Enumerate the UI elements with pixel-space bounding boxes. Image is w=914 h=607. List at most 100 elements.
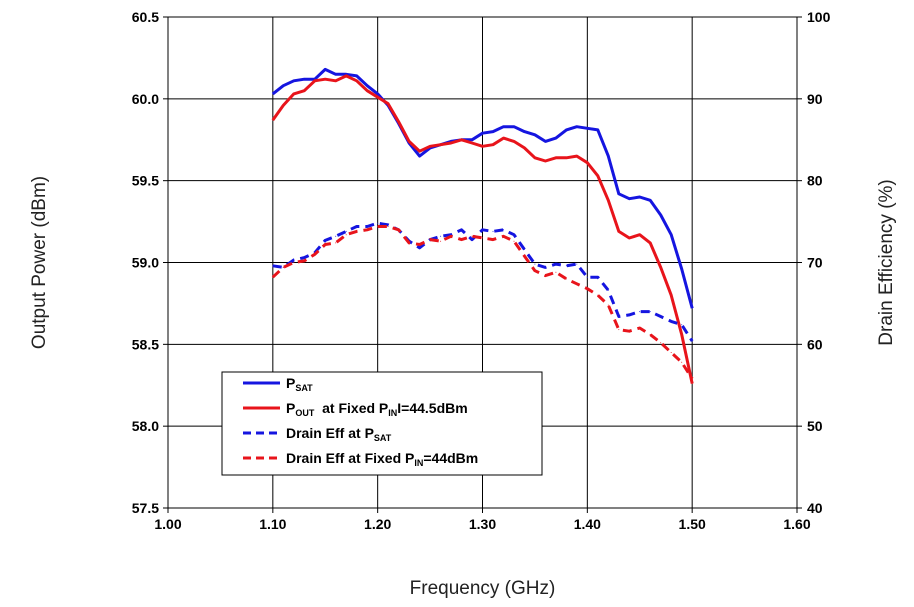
x-tick-label: 1.50	[679, 516, 706, 532]
series-0-point	[660, 214, 662, 216]
series-1-point	[681, 334, 683, 335]
series-2-point	[670, 320, 672, 322]
legend-label: PSAT	[286, 375, 313, 393]
series-2-point	[303, 257, 305, 259]
y-tick-label: 59.5	[132, 173, 159, 189]
series-2-point	[618, 316, 620, 317]
series-3-point	[492, 239, 494, 241]
y-tick-label: 58.5	[132, 336, 159, 352]
x-tick-label: 1.30	[469, 516, 496, 532]
series-3-point	[555, 271, 557, 273]
series-2-point	[565, 265, 567, 267]
series-1-point	[440, 144, 442, 146]
series-0-point	[419, 155, 421, 157]
x-tick-label: 1.20	[364, 516, 391, 532]
x-tick-label: 1.40	[574, 516, 601, 532]
series-2-point	[691, 340, 693, 342]
series-0-point	[618, 193, 620, 195]
series-1-point	[597, 175, 599, 177]
series-2-point	[681, 324, 683, 326]
series-3-point	[345, 234, 347, 236]
series-1-point	[272, 119, 274, 121]
series-1-point	[345, 75, 347, 77]
series-1-point	[303, 90, 305, 92]
series-3-point	[314, 253, 316, 255]
series-2-point	[660, 316, 662, 317]
series-3-point	[586, 288, 588, 290]
series-0-point	[356, 75, 358, 77]
series-2-point	[345, 230, 347, 232]
series-2-point	[513, 234, 515, 236]
legend: PSAT POUT at Fixed PINI=44.5dBm Drain Eff …	[221, 371, 543, 476]
y2-tick-label: 100	[807, 9, 831, 25]
x-tick-label: 1.60	[783, 516, 810, 532]
x-axis-title: Frequency (GHz)	[410, 578, 556, 599]
series-1-point	[660, 266, 662, 268]
series-0-point	[565, 129, 567, 131]
series-3-point	[576, 283, 578, 285]
series-1-point	[314, 80, 316, 82]
series-2-point	[649, 311, 651, 313]
series-3-point	[282, 266, 284, 268]
series-3-point	[450, 235, 452, 237]
series-2-point	[523, 248, 525, 250]
series-1-point	[523, 147, 525, 149]
series-0-point	[670, 234, 672, 236]
series-0-point	[628, 198, 630, 200]
series-0-point	[293, 80, 295, 82]
legend-label: Drain Eff at Fixed PIN=44dBm	[286, 450, 478, 468]
series-3-point	[440, 240, 442, 242]
series-3-point	[681, 361, 683, 363]
series-3-point	[639, 327, 641, 329]
series-3-point	[377, 226, 379, 227]
series-3-point	[597, 294, 599, 296]
series-0-point	[649, 199, 651, 201]
series-2-point	[555, 263, 557, 265]
series-0-point	[272, 93, 274, 95]
series-1-point	[377, 96, 379, 98]
series-0-point	[303, 78, 305, 80]
series-3-point	[356, 230, 358, 232]
series-0-point	[586, 127, 588, 129]
series-3-point	[544, 275, 546, 277]
x-tick-labels: 1.00 1.10 1.20 1.30 1.40 1.50 1.60	[154, 508, 811, 532]
series-1-point	[471, 142, 473, 144]
series-1-point	[639, 234, 641, 236]
series-3-point	[408, 242, 410, 244]
series-1-point	[513, 140, 515, 142]
series-2-point	[482, 229, 483, 231]
y2-tick-label: 80	[807, 173, 823, 189]
series-1-point	[503, 137, 504, 139]
y2-tick-labels: 40 50 60 70 80 90 100	[797, 9, 831, 516]
series-1-point	[544, 160, 546, 162]
series-1-point	[534, 157, 536, 159]
series-1-point	[282, 104, 284, 106]
series-2-point	[272, 265, 274, 267]
series-1-point	[366, 90, 368, 92]
series-1-point	[618, 230, 620, 232]
y2-axis-title: Drain Efficiency (%)	[876, 179, 897, 345]
series-0-point	[576, 126, 578, 128]
series-1-point	[450, 142, 452, 144]
series-1-point	[482, 145, 483, 147]
series-3-point	[628, 330, 630, 332]
series-3-point	[461, 239, 462, 241]
series-1-point	[293, 93, 295, 95]
series-3-point	[660, 342, 662, 344]
series-2-point	[586, 276, 588, 278]
series-3-point	[513, 240, 515, 242]
series-0-point	[282, 85, 284, 87]
y2-tick-label: 90	[807, 91, 823, 107]
series-2-point	[461, 229, 462, 231]
series-1-point	[398, 121, 400, 123]
series-3-point	[482, 237, 483, 239]
series-0-point	[471, 139, 473, 141]
series-2-point	[607, 289, 609, 291]
series-0-point	[607, 155, 609, 157]
series-2-point	[387, 224, 389, 226]
series-0-point	[534, 134, 536, 136]
series-2-point	[293, 259, 295, 261]
series-3-point	[607, 304, 609, 306]
series-1-point	[691, 383, 693, 385]
series-3-point	[503, 235, 504, 237]
